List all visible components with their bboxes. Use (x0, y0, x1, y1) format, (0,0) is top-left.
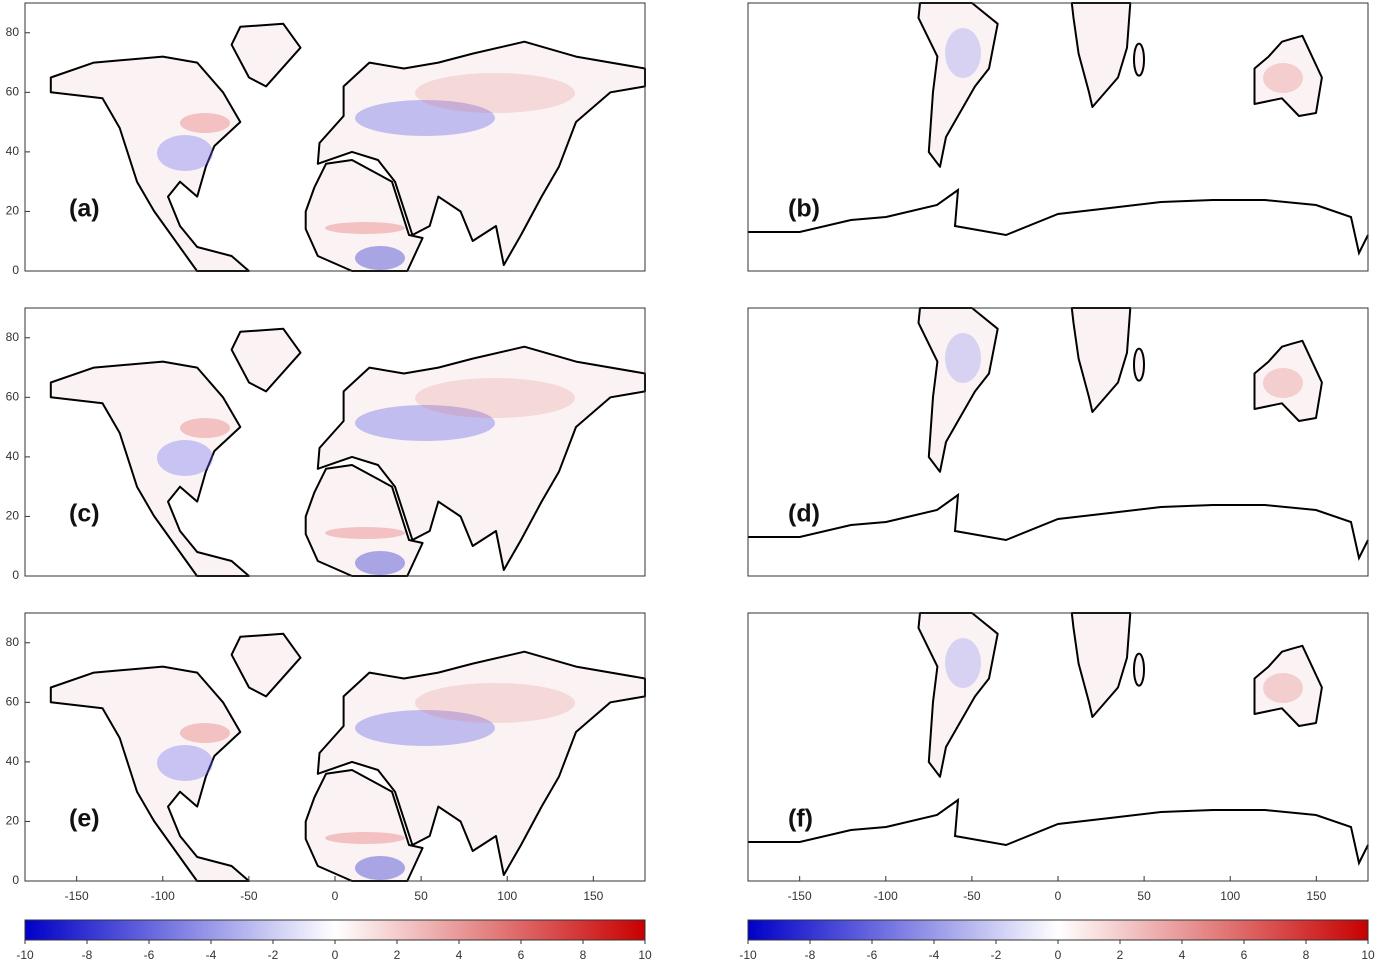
y-tick-label: 20 (6, 204, 20, 218)
y-tick-label: 40 (6, 449, 20, 463)
y-tick-label: 80 (6, 330, 20, 344)
x-tick-label: 150 (1306, 889, 1326, 903)
x-tick-label: 100 (497, 889, 517, 903)
colorbar-tick-label: 8 (1303, 948, 1310, 962)
colorbar (747, 919, 1369, 941)
y-tick-label: 60 (6, 85, 20, 99)
colorbar-tick-label: 2 (394, 948, 401, 962)
colorbar-tick-label: -2 (991, 948, 1002, 962)
colorbar-tick-label: -10 (16, 948, 34, 962)
panel-label: (c) (69, 500, 100, 528)
map (747, 2, 1369, 254)
colorbar-tick-label: 6 (1241, 948, 1248, 962)
y-tick-label: 20 (6, 814, 20, 828)
axes-box (24, 2, 646, 272)
x-tick-label: -50 (240, 889, 258, 903)
y-tick-label: 20 (6, 509, 20, 523)
colorbar-tick-label: -4 (206, 948, 217, 962)
y-tick-label: 60 (6, 390, 20, 404)
map (747, 612, 1369, 864)
colorbar-tick-label: 4 (456, 948, 463, 962)
x-tick-label: -100 (151, 889, 175, 903)
x-tick-label: 100 (1220, 889, 1240, 903)
x-tick-label: -150 (65, 889, 89, 903)
map (747, 307, 1369, 559)
colorbar-tick-label: 2 (1117, 948, 1124, 962)
panel-label: (d) (788, 500, 820, 528)
colorbar-tick-label: 6 (518, 948, 525, 962)
axes-box (747, 307, 1369, 577)
colorbar-tick-label: -6 (867, 948, 878, 962)
colorbar-tick-label: 10 (1361, 948, 1375, 962)
x-tick-label: 50 (1137, 889, 1151, 903)
x-tick-label: 0 (332, 889, 339, 903)
colorbar-tick-label: -4 (929, 948, 940, 962)
colorbar-tick-label: -8 (82, 948, 93, 962)
y-tick-label: 80 (6, 25, 20, 39)
panel-label: (a) (69, 195, 100, 223)
axes-box (747, 2, 1369, 272)
y-tick-label: 60 (6, 695, 20, 709)
y-tick-label: 0 (12, 873, 19, 887)
x-tick-label: 50 (414, 889, 428, 903)
axes-box (24, 307, 646, 577)
map (49, 327, 647, 577)
colorbar-tick-label: -8 (805, 948, 816, 962)
y-tick-label: 0 (12, 568, 19, 582)
colorbar-tick-label: -6 (144, 948, 155, 962)
colorbar (24, 919, 646, 941)
colorbar-tick-label: 0 (332, 948, 339, 962)
colorbar-tick-label: 10 (638, 948, 652, 962)
panel-label: (e) (69, 805, 100, 833)
map (49, 632, 647, 882)
colorbar-tick-label: 8 (580, 948, 587, 962)
y-tick-label: 0 (12, 263, 19, 277)
x-tick-label: 150 (583, 889, 603, 903)
y-tick-label: 40 (6, 754, 20, 768)
panel-label: (f) (788, 805, 813, 833)
y-tick-label: 40 (6, 144, 20, 158)
x-tick-label: -150 (788, 889, 812, 903)
x-tick-label: -100 (874, 889, 898, 903)
colorbar-tick-label: -10 (739, 948, 757, 962)
y-tick-label: 80 (6, 635, 20, 649)
colorbar-tick-label: 4 (1179, 948, 1186, 962)
axes-box (747, 612, 1369, 882)
panel-label: (b) (788, 195, 820, 223)
map (49, 22, 647, 272)
x-tick-label: 0 (1055, 889, 1062, 903)
x-tick-label: -50 (963, 889, 981, 903)
colorbar-tick-label: -2 (268, 948, 279, 962)
colorbar-tick-label: 0 (1055, 948, 1062, 962)
